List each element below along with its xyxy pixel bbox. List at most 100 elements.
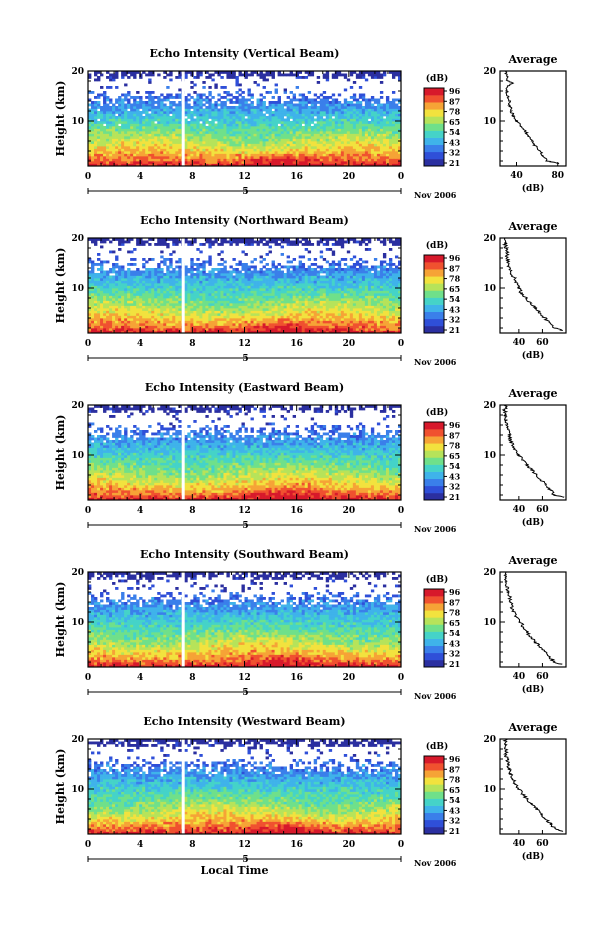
x-tick-label: 12 bbox=[238, 506, 251, 516]
profile-x-label: (dB) bbox=[522, 684, 544, 695]
profile-x-tick: 40 bbox=[513, 505, 526, 515]
colorbar-swatch bbox=[424, 131, 444, 138]
colorbar-swatch bbox=[424, 653, 444, 660]
x-tick-label: 20 bbox=[343, 339, 356, 349]
beam-panel-0: Echo Intensity (Vertical Beam)2010Height… bbox=[54, 47, 566, 200]
profile-x-tick: 40 bbox=[513, 839, 526, 849]
colorbar-unit: (dB) bbox=[426, 741, 448, 752]
colorbar-swatch bbox=[424, 770, 444, 777]
colorbar-swatch bbox=[424, 436, 444, 443]
x-tick-label: 4 bbox=[137, 172, 143, 182]
panel-title: Echo Intensity (Westward Beam) bbox=[143, 715, 345, 728]
colorbar-tick-label: 21 bbox=[449, 325, 460, 335]
colorbar-tick-label: 21 bbox=[449, 826, 460, 836]
colorbar-swatch bbox=[424, 660, 444, 667]
profile-title: Average bbox=[507, 554, 557, 567]
profile-y-tick: 20 bbox=[483, 568, 496, 578]
beam-panel-1: Echo Intensity (Northward Beam)2010Heigh… bbox=[54, 214, 566, 367]
colorbar-swatch bbox=[424, 813, 444, 820]
x-tick-label: 8 bbox=[189, 506, 195, 516]
panel-title: Echo Intensity (Vertical Beam) bbox=[149, 47, 339, 60]
profile-x-tick: 40 bbox=[513, 338, 526, 348]
x-tick-label: 16 bbox=[290, 506, 303, 516]
colorbar-tick-label: 54 bbox=[449, 294, 461, 304]
colorbar-swatch bbox=[424, 603, 444, 610]
colorbar-swatch bbox=[424, 646, 444, 653]
x-tick-label: 4 bbox=[137, 673, 143, 683]
heatmap bbox=[88, 572, 401, 667]
x-tick-label: 0 bbox=[398, 506, 404, 516]
profile-frame bbox=[500, 572, 566, 667]
colorbar-tick-label: 96 bbox=[449, 86, 461, 96]
x-tick-label: 12 bbox=[238, 840, 251, 850]
data-gap bbox=[182, 739, 185, 834]
colorbar-tick-label: 65 bbox=[449, 785, 460, 795]
colorbar-swatch bbox=[424, 298, 444, 305]
colorbar-swatch bbox=[424, 799, 444, 806]
colorbar-swatch bbox=[424, 756, 444, 763]
colorbar-tick-label: 32 bbox=[449, 649, 460, 659]
colorbar-swatch bbox=[424, 255, 444, 262]
profile-y-tick: 10 bbox=[483, 117, 496, 127]
colorbar-swatch bbox=[424, 820, 444, 827]
colorbar-swatch bbox=[424, 138, 444, 145]
colorbar-swatch bbox=[424, 116, 444, 123]
colorbar-tick-label: 78 bbox=[449, 274, 461, 284]
y-tick-label: 20 bbox=[71, 568, 84, 578]
profile-y-tick: 10 bbox=[483, 618, 496, 628]
x-tick-label: 4 bbox=[137, 506, 143, 516]
y-tick-label: 20 bbox=[71, 735, 84, 745]
x-tick-label: 20 bbox=[343, 172, 356, 182]
profile-x-label: (dB) bbox=[522, 517, 544, 528]
colorbar-tick-label: 43 bbox=[449, 471, 461, 481]
x-tick-label: 4 bbox=[137, 840, 143, 850]
data-gap bbox=[182, 572, 185, 667]
colorbar-swatch bbox=[424, 827, 444, 834]
data-gap bbox=[182, 238, 185, 333]
colorbar-tick-label: 43 bbox=[449, 805, 461, 815]
colorbar-swatch bbox=[424, 791, 444, 798]
x-tick-label: 16 bbox=[290, 840, 303, 850]
profile-x-tick: 60 bbox=[536, 338, 549, 348]
day-label: 5 bbox=[242, 521, 248, 531]
colorbar-swatch bbox=[424, 102, 444, 109]
colorbar-swatch bbox=[424, 312, 444, 319]
x-axis-label: Local Time bbox=[201, 864, 269, 877]
colorbar-tick-label: 65 bbox=[449, 284, 460, 294]
colorbar-swatch bbox=[424, 443, 444, 450]
beam-panel-3: Echo Intensity (Southward Beam)2010Heigh… bbox=[54, 548, 566, 701]
colorbar-tick-label: 87 bbox=[449, 764, 460, 774]
x-tick-label: 0 bbox=[398, 172, 404, 182]
y-tick-label: 10 bbox=[71, 618, 84, 628]
day-label: 5 bbox=[242, 688, 248, 698]
x-tick-label: 16 bbox=[290, 673, 303, 683]
x-tick-label: 0 bbox=[398, 673, 404, 683]
colorbar-swatch bbox=[424, 290, 444, 297]
y-tick-label: 20 bbox=[71, 401, 84, 411]
panel-title: Echo Intensity (Eastward Beam) bbox=[145, 381, 344, 394]
colorbar-swatch bbox=[424, 123, 444, 130]
x-tick-label: 0 bbox=[85, 172, 91, 182]
colorbar-tick-label: 65 bbox=[449, 451, 460, 461]
profile-x-tick: 80 bbox=[551, 171, 564, 181]
colorbar-tick-label: 87 bbox=[449, 263, 460, 273]
colorbar-swatch bbox=[424, 283, 444, 290]
date-label: Nov 2006 bbox=[414, 691, 457, 701]
profile-x-tick: 40 bbox=[513, 672, 526, 682]
colorbar-swatch bbox=[424, 763, 444, 770]
colorbar-tick-label: 96 bbox=[449, 587, 461, 597]
day-label: 5 bbox=[242, 354, 248, 364]
colorbar-swatch bbox=[424, 632, 444, 639]
heatmap bbox=[88, 405, 401, 500]
colorbar-swatch bbox=[424, 276, 444, 283]
x-tick-label: 8 bbox=[189, 840, 195, 850]
day-label: 5 bbox=[242, 187, 248, 197]
profile-frame bbox=[500, 739, 566, 834]
y-axis-label: Height (km) bbox=[54, 248, 67, 324]
colorbar-swatch bbox=[424, 109, 444, 116]
colorbar-unit: (dB) bbox=[426, 73, 448, 84]
x-tick-label: 12 bbox=[238, 339, 251, 349]
colorbar-tick-label: 65 bbox=[449, 618, 460, 628]
y-tick-label: 10 bbox=[71, 117, 84, 127]
